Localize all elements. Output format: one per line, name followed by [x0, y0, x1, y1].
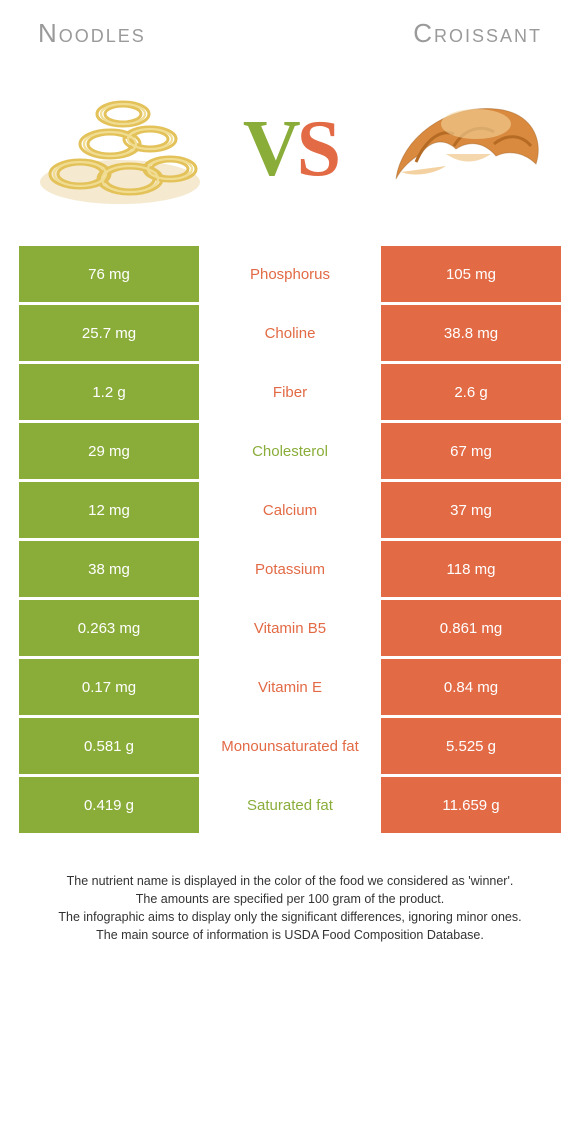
- nutrient-name: Calcium: [199, 482, 381, 538]
- left-value: 12 mg: [19, 482, 199, 538]
- nutrient-name: Potassium: [199, 541, 381, 597]
- right-value: 11.659 g: [381, 777, 561, 833]
- table-row: 25.7 mgCholine38.8 mg: [19, 305, 561, 361]
- right-value: 0.861 mg: [381, 600, 561, 656]
- footnotes: The nutrient name is displayed in the co…: [18, 837, 562, 944]
- table-row: 38 mgPotassium118 mg: [19, 541, 561, 597]
- left-value: 0.263 mg: [19, 600, 199, 656]
- nutrient-name: Choline: [199, 305, 381, 361]
- noodles-image: [22, 79, 212, 219]
- table-row: 29 mgCholesterol67 mg: [19, 423, 561, 479]
- footnote-line: The amounts are specified per 100 gram o…: [28, 891, 552, 908]
- nutrient-name: Fiber: [199, 364, 381, 420]
- croissant-image: [368, 79, 558, 219]
- left-value: 0.581 g: [19, 718, 199, 774]
- left-value: 0.419 g: [19, 777, 199, 833]
- vs-s: S: [297, 105, 338, 193]
- table-row: 0.419 gSaturated fat11.659 g: [19, 777, 561, 833]
- right-value: 0.84 mg: [381, 659, 561, 715]
- left-value: 1.2 g: [19, 364, 199, 420]
- right-value: 67 mg: [381, 423, 561, 479]
- right-value: 2.6 g: [381, 364, 561, 420]
- vs-label: VS: [243, 104, 337, 195]
- right-value: 5.525 g: [381, 718, 561, 774]
- footnote-line: The nutrient name is displayed in the co…: [28, 873, 552, 890]
- left-value: 0.17 mg: [19, 659, 199, 715]
- right-value: 118 mg: [381, 541, 561, 597]
- table-row: 76 mgPhosphorus105 mg: [19, 246, 561, 302]
- nutrient-name: Monounsaturated fat: [199, 718, 381, 774]
- nutrient-name: Cholesterol: [199, 423, 381, 479]
- left-value: 29 mg: [19, 423, 199, 479]
- table-row: 0.17 mgVitamin E0.84 mg: [19, 659, 561, 715]
- left-value: 25.7 mg: [19, 305, 199, 361]
- right-value: 38.8 mg: [381, 305, 561, 361]
- left-food-title: Noodles: [38, 18, 146, 49]
- right-food-title: Croissant: [413, 18, 542, 49]
- nutrient-name: Vitamin E: [199, 659, 381, 715]
- right-value: 37 mg: [381, 482, 561, 538]
- nutrient-name: Saturated fat: [199, 777, 381, 833]
- vs-v: V: [243, 105, 297, 193]
- hero-row: VS: [18, 79, 562, 219]
- table-row: 0.263 mgVitamin B50.861 mg: [19, 600, 561, 656]
- title-row: Noodles Croissant: [18, 18, 562, 79]
- right-value: 105 mg: [381, 246, 561, 302]
- table-row: 12 mgCalcium37 mg: [19, 482, 561, 538]
- nutrition-table: 76 mgPhosphorus105 mg25.7 mgCholine38.8 …: [18, 245, 562, 837]
- nutrient-name: Vitamin B5: [199, 600, 381, 656]
- left-value: 76 mg: [19, 246, 199, 302]
- table-row: 1.2 gFiber2.6 g: [19, 364, 561, 420]
- footnote-line: The infographic aims to display only the…: [28, 909, 552, 926]
- left-value: 38 mg: [19, 541, 199, 597]
- footnote-line: The main source of information is USDA F…: [28, 927, 552, 944]
- nutrient-name: Phosphorus: [199, 246, 381, 302]
- table-row: 0.581 gMonounsaturated fat5.525 g: [19, 718, 561, 774]
